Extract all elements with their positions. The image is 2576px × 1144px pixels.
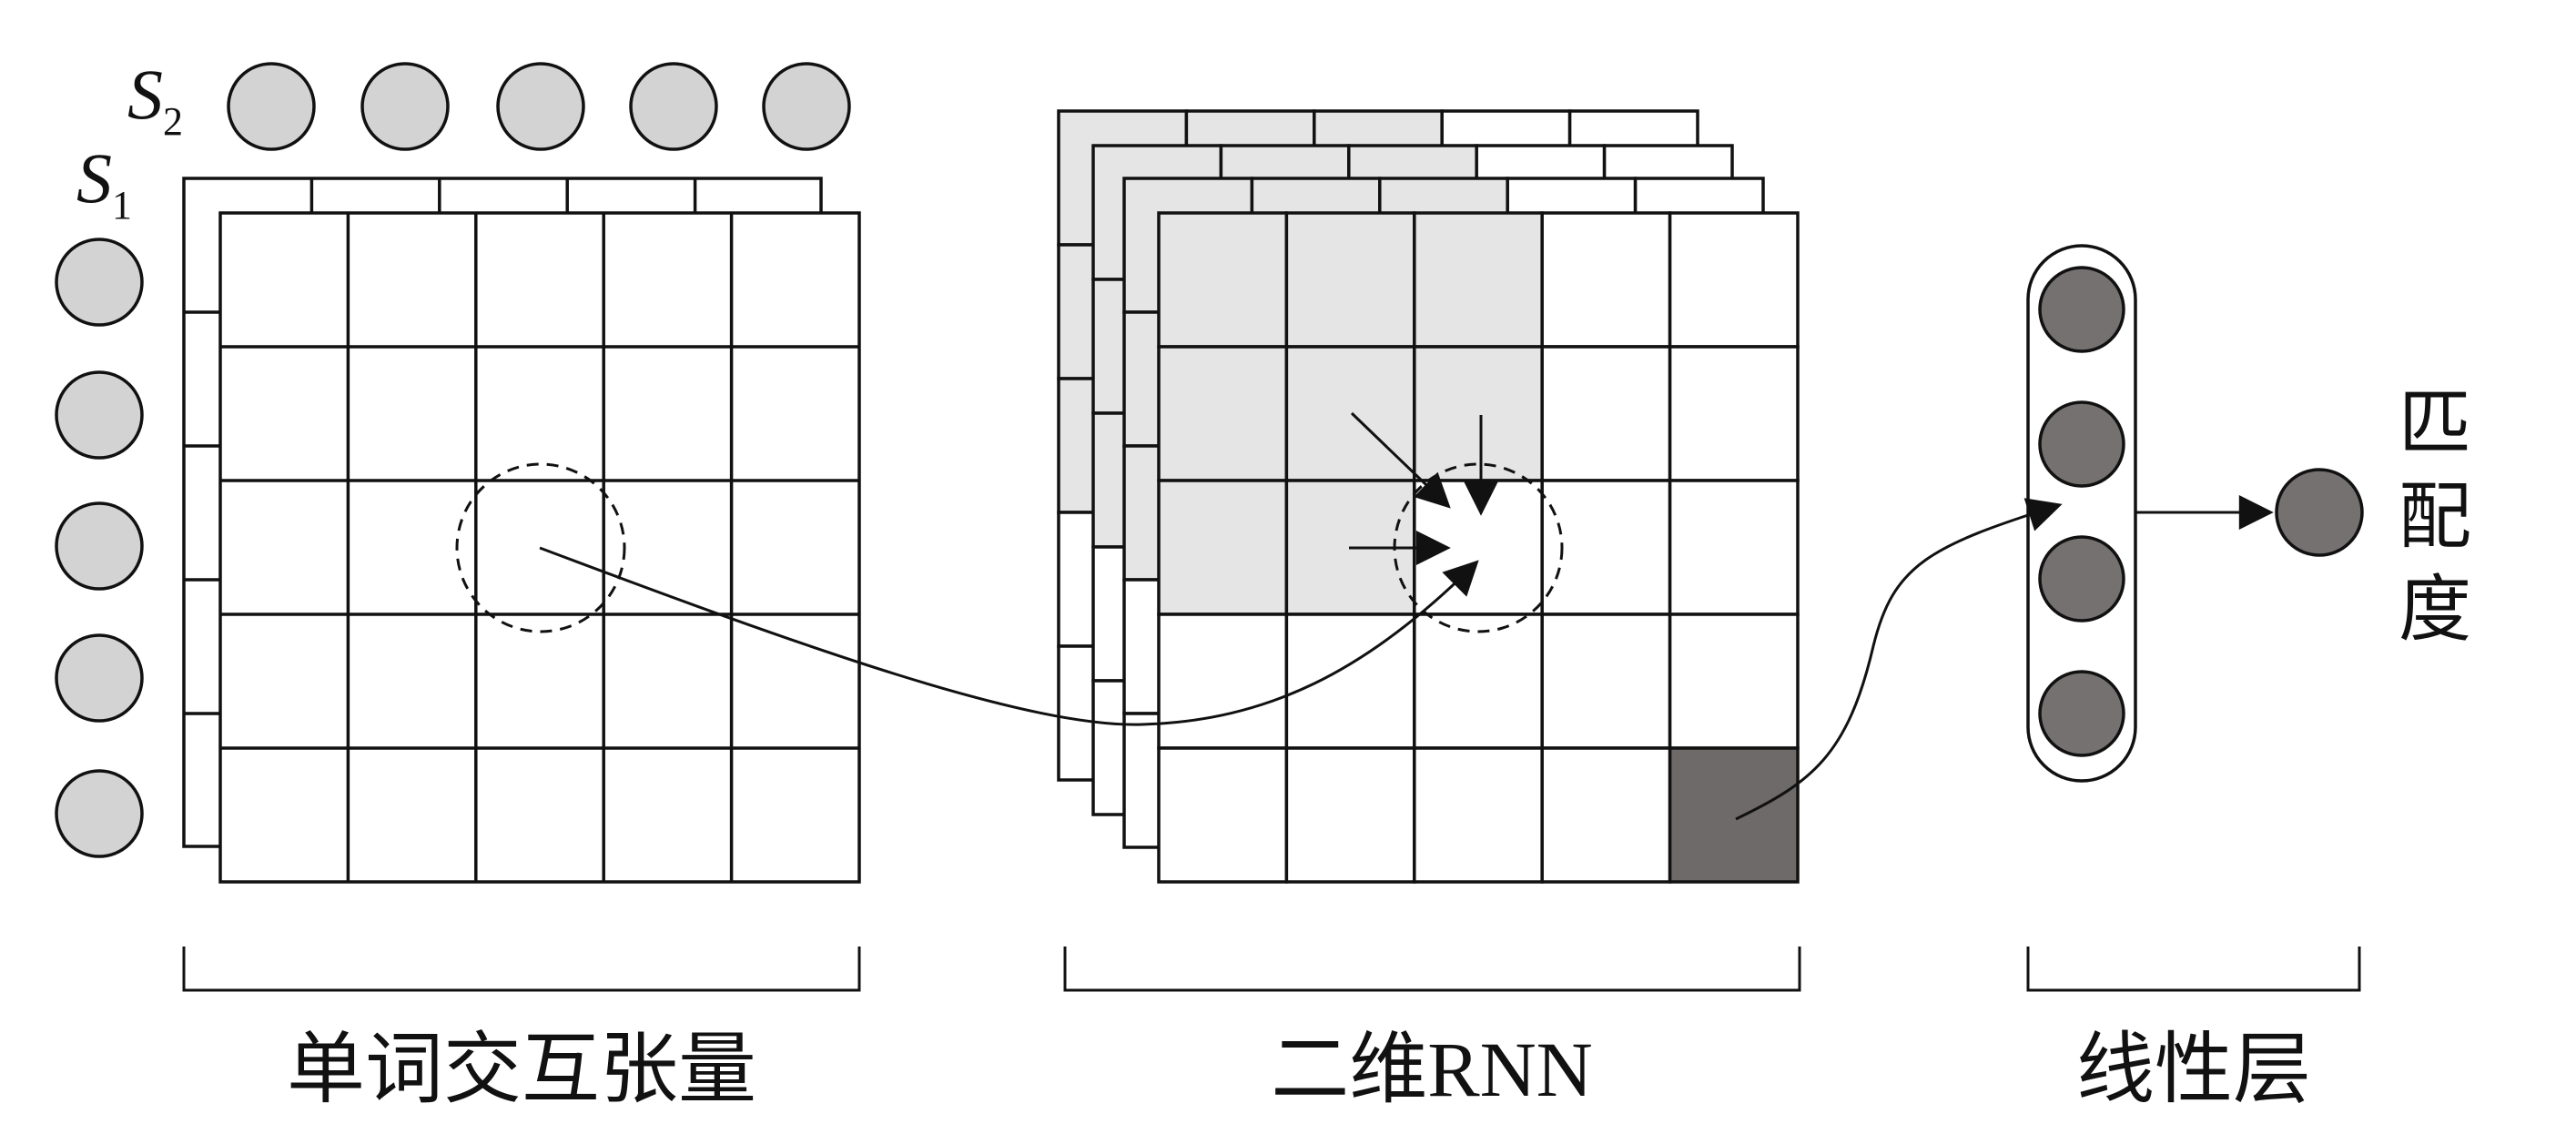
s1-neuron <box>55 238 144 327</box>
s2-neuron <box>227 62 316 151</box>
svg-text:匹: 匹 <box>2399 385 2471 465</box>
s2-neuron <box>360 62 450 151</box>
rnn-front-layer-cell <box>1540 211 1672 349</box>
s1-neuron <box>55 501 144 591</box>
output-label: 匹 配 度 <box>2399 385 2471 651</box>
s2-label: S2 <box>127 55 183 144</box>
svg-text:度: 度 <box>2399 571 2471 651</box>
rnn-front-layer-cell <box>1284 211 1416 349</box>
rnn-front-layer-cell <box>1157 746 1289 884</box>
rnn-front-layer-cell <box>1668 746 1800 884</box>
s1-neuron <box>55 633 144 723</box>
linear-neuron <box>2038 266 2125 353</box>
bracket-linear <box>2026 947 2361 992</box>
two-d-rnn-stack <box>1057 109 1800 884</box>
rnn-front-layer-cell <box>1668 479 1800 616</box>
s2-neuron <box>496 62 585 151</box>
curve-tensor-to-rnn <box>539 546 1479 726</box>
rnn-front-layer-cell <box>1284 345 1416 482</box>
s2-neuron <box>762 62 851 151</box>
s2-neuron-row <box>227 62 851 151</box>
s1-neuron <box>55 370 144 460</box>
linear-layer <box>2026 244 2137 783</box>
section-title-rnn: 二维RNN <box>1271 1026 1593 1113</box>
rnn-front-layer-cell <box>1540 746 1672 884</box>
section-title-tensor: 单词交互张量 <box>287 1026 756 1113</box>
rnn-front-layer-cell <box>1157 211 1289 349</box>
arrow-from-upper-left <box>1350 411 1451 509</box>
highlight-circle-tensor <box>455 462 626 633</box>
svg-text:配: 配 <box>2399 478 2471 558</box>
output-neuron <box>2275 468 2364 557</box>
linear-neuron <box>2038 400 2125 488</box>
tensor-back-layer-dividers <box>184 178 697 715</box>
rnn-front-layer-cell <box>1413 345 1544 482</box>
linear-neuron <box>2038 535 2125 623</box>
tensor-front-grid <box>218 211 861 884</box>
rnn-front-layer-cell <box>1668 612 1800 750</box>
bracket-tensor <box>182 947 861 992</box>
rnn-front-layer-cell <box>1540 612 1672 750</box>
rnn-front-layer-cell <box>1157 479 1289 616</box>
rnn-front-layer-cell <box>1413 612 1544 750</box>
rnn-front-layer-cell <box>1668 211 1800 349</box>
s2-neuron <box>629 62 718 151</box>
linear-neuron <box>2038 670 2125 757</box>
rnn-front-layer-cell <box>1668 345 1800 482</box>
rnn-front-layer-cell <box>1157 612 1289 750</box>
rnn-front-layer-cell <box>1540 345 1672 482</box>
s1-neuron-column <box>55 238 144 858</box>
section-brackets <box>182 947 2361 992</box>
rnn-layer-stack <box>1057 109 1800 884</box>
section-title-linear: 线性层 <box>2076 1026 2311 1113</box>
bracket-rnn <box>1063 947 1801 992</box>
s1-label: S1 <box>76 138 132 228</box>
s1-neuron <box>55 769 144 858</box>
rnn-front-layer-cell <box>1413 746 1544 884</box>
rnn-front-layer-cell <box>1284 746 1416 884</box>
linear-neuron-column <box>2038 266 2125 757</box>
rnn-front-layer-cell <box>1157 345 1289 482</box>
curve-rnn-to-linear <box>1735 498 2063 821</box>
word-interaction-tensor: S2 S1 <box>55 55 861 884</box>
rnn-front-layer-cell <box>1413 211 1544 349</box>
rnn-front-layer <box>1157 211 1800 884</box>
